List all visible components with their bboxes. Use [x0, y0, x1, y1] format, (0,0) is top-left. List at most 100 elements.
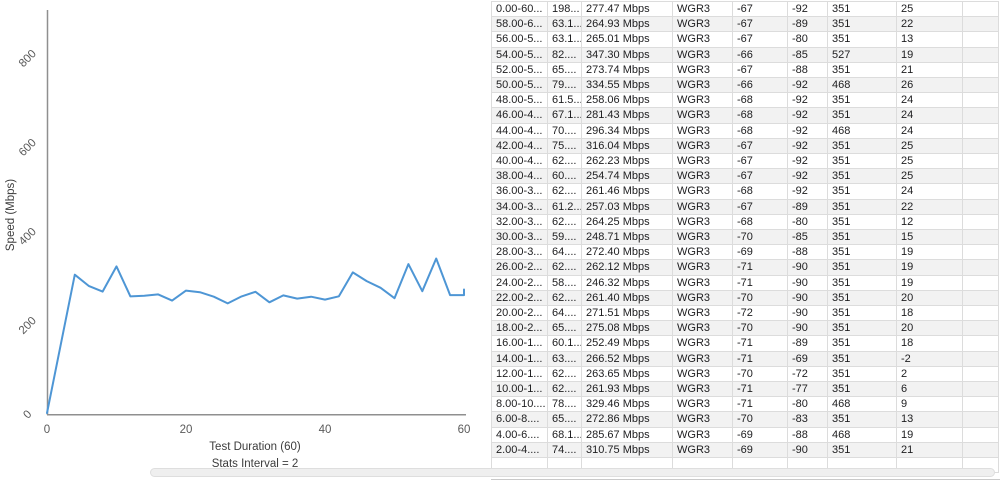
table-cell: 19	[896, 46, 963, 63]
table-row[interactable]: 32.00-3... 62.... 264.25 Mbps WGR3 -68 -80 351…	[491, 213, 999, 231]
table-row[interactable]: 46.00-4... 67.1... 281.43 Mbps WGR3 -68 -92 35…	[491, 107, 999, 124]
table-row[interactable]: 20.00-2... 64.... 271.51 Mbps WGR3 -72 -90 351…	[491, 305, 999, 322]
stats-interval-label: Stats Interval = 2	[212, 458, 299, 470]
table-cell	[962, 107, 999, 124]
table-cell: 62....	[547, 381, 582, 398]
table-cell: -83	[787, 411, 828, 428]
table-cell: 351	[827, 365, 897, 383]
table-row[interactable]: 44.00-4... 70.... 296.34 Mbps WGR3 -68 -92 468…	[491, 122, 999, 139]
table-cell: -89	[787, 198, 828, 215]
table-cell: 34.00-3...	[491, 198, 548, 215]
table-row[interactable]: 54.00-5... 82.... 347.30 Mbps WGR3 -66 -85 527…	[491, 46, 999, 63]
table-row[interactable]: 4.00-6.... 68.1... 285.67 Mbps WGR3 -69 -88 46…	[491, 426, 999, 443]
table-cell: 351	[827, 198, 897, 215]
table-row[interactable]: 2.00-4.... 74.... 310.75 Mbps WGR3 -69 -90 351…	[491, 441, 999, 459]
table-row[interactable]: 48.00-5... 61.5... 258.06 Mbps WGR3 -68 -92 35…	[491, 92, 999, 109]
table-row[interactable]: 22.00-2... 62.... 261.40 Mbps WGR3 -70 -90 351…	[491, 289, 999, 307]
table-cell	[962, 31, 999, 48]
table-cell: 9	[896, 396, 963, 413]
table-row[interactable]: 40.00-4... 62.... 262.23 Mbps WGR3 -67 -92 351…	[491, 153, 999, 170]
table-cell: WGR3	[672, 381, 733, 398]
table-cell: 62....	[547, 213, 582, 231]
table-row[interactable]: 42.00-4... 75.... 316.04 Mbps WGR3 -67 -92 351…	[491, 137, 999, 155]
table-cell	[962, 289, 999, 307]
table-cell	[962, 46, 999, 63]
table-row[interactable]: 50.00-5... 79.... 334.55 Mbps WGR3 -66 -92 468…	[491, 77, 999, 94]
table-cell: 36.00-3...	[491, 183, 548, 200]
table-cell: 351	[827, 335, 897, 352]
table-cell	[962, 183, 999, 200]
table-row[interactable]: 26.00-2... 62.... 262.12 Mbps WGR3 -71 -90 351…	[491, 259, 999, 276]
table-cell: 285.67 Mbps	[581, 426, 673, 443]
table-cell: 24	[896, 107, 963, 124]
table-cell: 44.00-4...	[491, 122, 548, 139]
table-cell: 351	[827, 244, 897, 261]
table-cell: 13	[896, 411, 963, 428]
table-cell: 62....	[547, 365, 582, 383]
table-cell: -72	[787, 365, 828, 383]
table-cell	[962, 92, 999, 109]
table-row[interactable]: 56.00-5... 63.1... 265.01 Mbps WGR3 -67 -80 35…	[491, 31, 999, 48]
table-cell	[962, 229, 999, 246]
table-cell: 12.00-1...	[491, 365, 548, 383]
table-cell: -92	[787, 168, 828, 185]
table-row[interactable]: 0.00-60... 198... 277.47 Mbps WGR3 -67 -92 351…	[491, 0, 999, 18]
table-row[interactable]: 8.00-10.... 78.... 329.46 Mbps WGR3 -71 -80 46…	[491, 396, 999, 413]
table-row[interactable]: 34.00-3... 61.2... 257.03 Mbps WGR3 -67 -89 35…	[491, 198, 999, 215]
table-row[interactable]: 24.00-2... 58.... 246.32 Mbps WGR3 -71 -90 351…	[491, 274, 999, 291]
table-row[interactable]: 52.00-5... 65.... 273.74 Mbps WGR3 -67 -88 351…	[491, 61, 999, 79]
table-row[interactable]: 10.00-1... 62.... 261.93 Mbps WGR3 -71 -77 351…	[491, 381, 999, 398]
table-cell: WGR3	[672, 77, 733, 94]
table-row[interactable]: 6.00-8.... 65.... 272.86 Mbps WGR3 -70 -83 351…	[491, 411, 999, 428]
table-cell: 22.00-2...	[491, 289, 548, 307]
table-cell: WGR3	[672, 153, 733, 170]
table-cell: 67.1...	[547, 107, 582, 124]
table-cell: -70	[732, 289, 788, 307]
table-cell: 8.00-10....	[491, 396, 548, 413]
table-cell: 334.55 Mbps	[581, 77, 673, 94]
table-row[interactable]: 28.00-3... 64.... 272.40 Mbps WGR3 -69 -88 351…	[491, 244, 999, 261]
table-cell: -88	[787, 61, 828, 79]
table-cell: 351	[827, 168, 897, 185]
table-cell: WGR3	[672, 183, 733, 200]
table-cell: -88	[787, 426, 828, 443]
table-row[interactable]: 16.00-1... 60.1... 252.49 Mbps WGR3 -71 -89 35…	[491, 335, 999, 352]
table-cell: -67	[732, 0, 788, 18]
y-tick-label: 600	[17, 137, 39, 159]
table-cell: 22	[896, 198, 963, 215]
table-cell: 266.52 Mbps	[581, 350, 673, 367]
table-cell: -71	[732, 259, 788, 276]
table-cell: WGR3	[672, 259, 733, 276]
table-cell: 351	[827, 31, 897, 48]
table-cell: WGR3	[672, 426, 733, 443]
table-cell: -90	[787, 320, 828, 337]
x-tick-label: 60	[458, 424, 471, 436]
table-cell: 329.46 Mbps	[581, 396, 673, 413]
table-cell: 64....	[547, 244, 582, 261]
table-row[interactable]: 12.00-1... 62.... 263.65 Mbps WGR3 -70 -72 351…	[491, 365, 999, 383]
table-cell: -72	[732, 305, 788, 322]
speed-chart-pane: 0 200 400 600 800 0 20 40 60 Test Duration (60) St…	[0, 0, 491, 481]
table-cell: -67	[732, 16, 788, 33]
table-row[interactable]: 18.00-2... 65.... 275.08 Mbps WGR3 -70 -90 351…	[491, 320, 999, 337]
table-cell: -85	[787, 229, 828, 246]
table-cell: -71	[732, 381, 788, 398]
table-row[interactable]: 38.00-4... 60.... 254.74 Mbps WGR3 -67 -92 351…	[491, 168, 999, 185]
table-row[interactable]: 30.00-3... 59.... 248.71 Mbps WGR3 -70 -85 351…	[491, 229, 999, 246]
table-cell: 258.06 Mbps	[581, 92, 673, 109]
stats-table-pane: 0.00-60... 198... 277.47 Mbps WGR3 -67 -92 351…	[491, 0, 1000, 481]
table-row[interactable]: 36.00-3... 62.... 261.46 Mbps WGR3 -68 -92 351…	[491, 183, 999, 200]
table-row[interactable]: 14.00-1... 63.... 266.52 Mbps WGR3 -71 -69 351…	[491, 350, 999, 367]
table-cell: 59....	[547, 229, 582, 246]
table-cell: 15	[896, 229, 963, 246]
horizontal-scrollbar[interactable]	[150, 468, 995, 477]
table-cell	[962, 137, 999, 155]
table-row[interactable]: 58.00-6... 63.1... 264.93 Mbps WGR3 -67 -89 35…	[491, 16, 999, 33]
speed-chart: 0 200 400 600 800 0 20 40 60 Test Duration (60) St…	[5, 10, 471, 470]
table-cell: -90	[787, 441, 828, 459]
table-cell: 52.00-5...	[491, 61, 548, 79]
table-cell: -77	[787, 381, 828, 398]
table-cell: 275.08 Mbps	[581, 320, 673, 337]
table-cell: 54.00-5...	[491, 46, 548, 63]
table-cell: WGR3	[672, 213, 733, 231]
